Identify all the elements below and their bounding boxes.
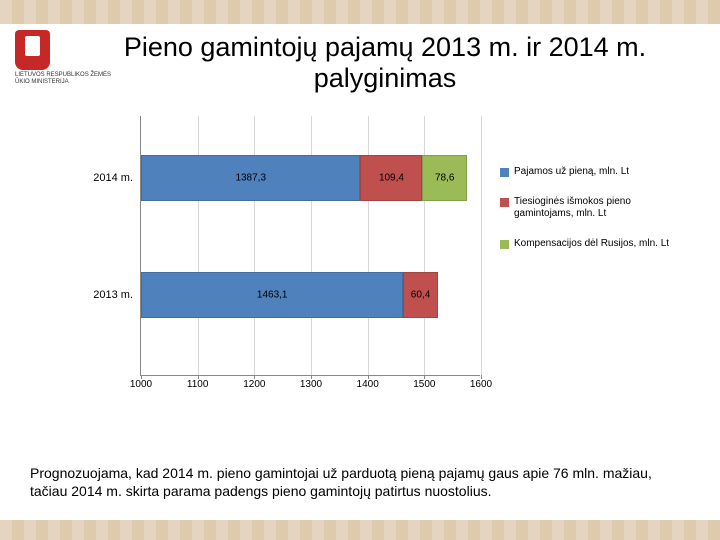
- plot-area: 10001100120013001400150016002014 m.1387,…: [140, 116, 480, 376]
- x-tick-label: 1300: [300, 375, 322, 390]
- x-tick-label: 1000: [130, 375, 152, 390]
- legend-swatch: [500, 168, 509, 177]
- x-tick-label: 1500: [413, 375, 435, 390]
- footer-note: Prognozuojama, kad 2014 m. pieno gaminto…: [30, 465, 690, 500]
- legend-swatch: [500, 240, 509, 249]
- x-tick-label: 1200: [243, 375, 265, 390]
- decorative-bottom-border: [0, 520, 720, 540]
- ministry-logo: LIETUVOS RESPUBLIKOS ŽEMĖS ŪKIO MINISTER…: [15, 30, 115, 85]
- bar-value-label: 60,4: [411, 290, 430, 301]
- decorative-top-border: [0, 0, 720, 24]
- chart-legend: Pajamos už pieną, mln. Lt Tiesioginės išm…: [500, 166, 680, 268]
- x-tick-label: 1400: [357, 375, 379, 390]
- legend-item: Pajamos už pieną, mln. Lt: [500, 166, 680, 178]
- logo-caption: LIETUVOS RESPUBLIKOS ŽEMĖS ŪKIO MINISTER…: [15, 72, 115, 85]
- legend-item: Kompensacijos dėl Rusijos, mln. Lt: [500, 238, 680, 250]
- bar-value-label: 78,6: [435, 173, 454, 184]
- legend-label: Kompensacijos dėl Rusijos, mln. Lt: [514, 238, 669, 250]
- comparison-chart: 1000 1100 1200 1300 1400 1500 1600 2014 m. 1387,…: [80, 106, 680, 416]
- x-tick-label: 1100: [187, 375, 209, 390]
- coat-of-arms-icon: [15, 30, 50, 70]
- legend-label: Tiesioginės išmokos pieno gamintojams, m…: [514, 196, 680, 220]
- bar-value-label: 1463,1: [257, 290, 288, 301]
- bar-value-label: 109,4: [379, 173, 404, 184]
- bar-value-label: 1387,3: [235, 173, 266, 184]
- gridline: [481, 116, 482, 375]
- x-tick-label: 1600: [470, 375, 492, 390]
- legend-item: Tiesioginės išmokos pieno gamintojams, m…: [500, 196, 680, 220]
- category-label: 2014 m.: [93, 172, 141, 184]
- legend-swatch: [500, 198, 509, 207]
- category-label: 2013 m.: [93, 289, 141, 301]
- legend-label: Pajamos už pieną, mln. Lt: [514, 166, 629, 178]
